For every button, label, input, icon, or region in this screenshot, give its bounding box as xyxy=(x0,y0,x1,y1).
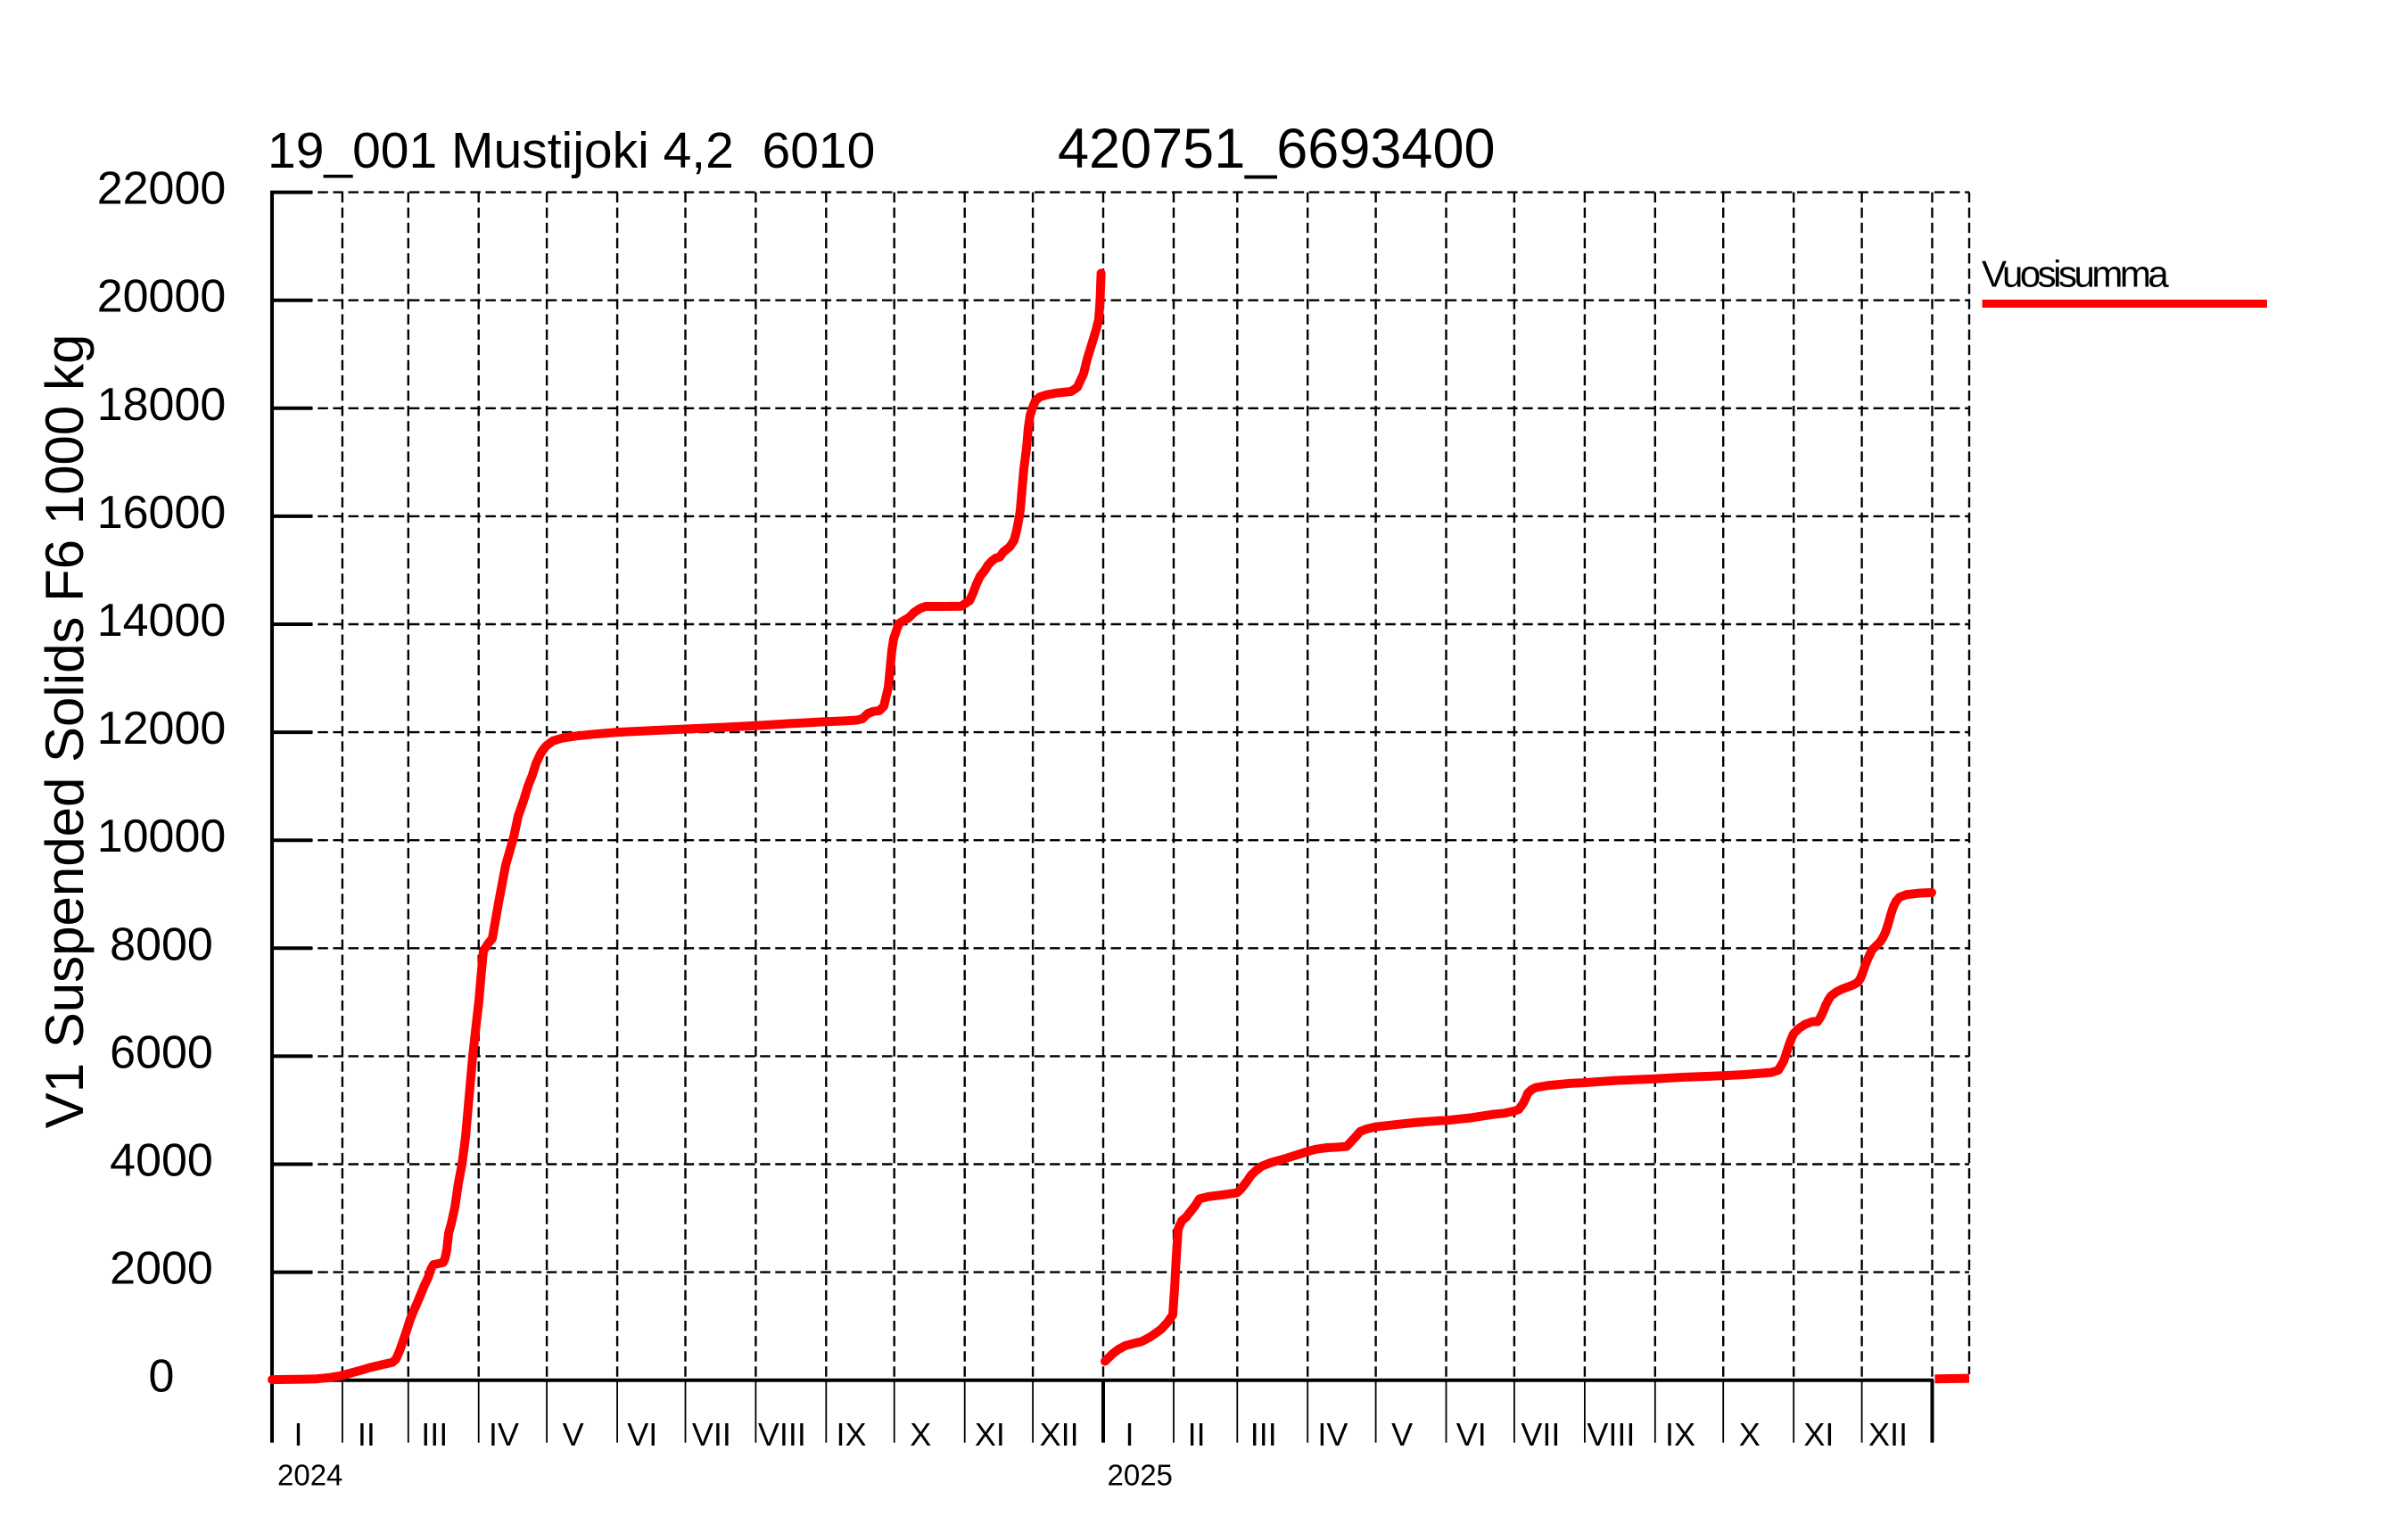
svg-text:XI: XI xyxy=(975,1416,1005,1453)
svg-text:8000: 8000 xyxy=(110,919,213,970)
svg-text:Vuosisumma: Vuosisumma xyxy=(1982,253,2169,295)
svg-text:19_001 Mustijoki 4,2 6010: 19_001 Mustijoki 4,2 6010 xyxy=(268,122,875,179)
svg-text:12000: 12000 xyxy=(97,703,227,754)
svg-text:V: V xyxy=(1391,1416,1413,1453)
svg-text:20000: 20000 xyxy=(97,271,227,323)
svg-text:XI: XI xyxy=(1803,1416,1834,1453)
svg-text:II: II xyxy=(358,1416,375,1453)
svg-text:VIII: VIII xyxy=(1587,1416,1635,1453)
svg-text:VII: VII xyxy=(1521,1416,1560,1453)
svg-text:2025: 2025 xyxy=(1108,1459,1173,1492)
svg-text:IX: IX xyxy=(1665,1416,1695,1453)
svg-text:VII: VII xyxy=(692,1416,731,1453)
svg-text:IV: IV xyxy=(489,1416,519,1453)
svg-text:18000: 18000 xyxy=(97,379,227,431)
svg-text:6000: 6000 xyxy=(110,1026,213,1078)
svg-text:0: 0 xyxy=(149,1351,175,1403)
svg-text:X: X xyxy=(1739,1416,1761,1453)
svg-text:14000: 14000 xyxy=(97,595,227,647)
svg-text:I: I xyxy=(293,1416,302,1453)
svg-text:V: V xyxy=(563,1416,584,1453)
svg-text:I: I xyxy=(1125,1416,1134,1453)
svg-text:IV: IV xyxy=(1317,1416,1348,1453)
svg-text:II: II xyxy=(1188,1416,1206,1453)
svg-text:VI: VI xyxy=(627,1416,657,1453)
svg-text:2024: 2024 xyxy=(277,1459,342,1492)
svg-text:XII: XII xyxy=(1868,1416,1908,1453)
svg-text:420751_6693400: 420751_6693400 xyxy=(1058,118,1496,180)
svg-text:III: III xyxy=(1250,1416,1277,1453)
svg-text:IX: IX xyxy=(836,1416,866,1453)
svg-text:4000: 4000 xyxy=(110,1135,213,1187)
svg-text:VIII: VIII xyxy=(758,1416,806,1453)
svg-text:VI: VI xyxy=(1456,1416,1487,1453)
svg-text:XII: XII xyxy=(1040,1416,1079,1453)
svg-text:V1 Suspended Solids F6 1000 kg: V1 Suspended Solids F6 1000 kg xyxy=(35,334,95,1129)
svg-text:22000: 22000 xyxy=(97,163,227,215)
svg-text:10000: 10000 xyxy=(97,811,227,862)
svg-text:X: X xyxy=(910,1416,931,1453)
svg-text:16000: 16000 xyxy=(97,487,227,539)
svg-text:III: III xyxy=(421,1416,448,1453)
svg-text:2000: 2000 xyxy=(110,1243,213,1295)
